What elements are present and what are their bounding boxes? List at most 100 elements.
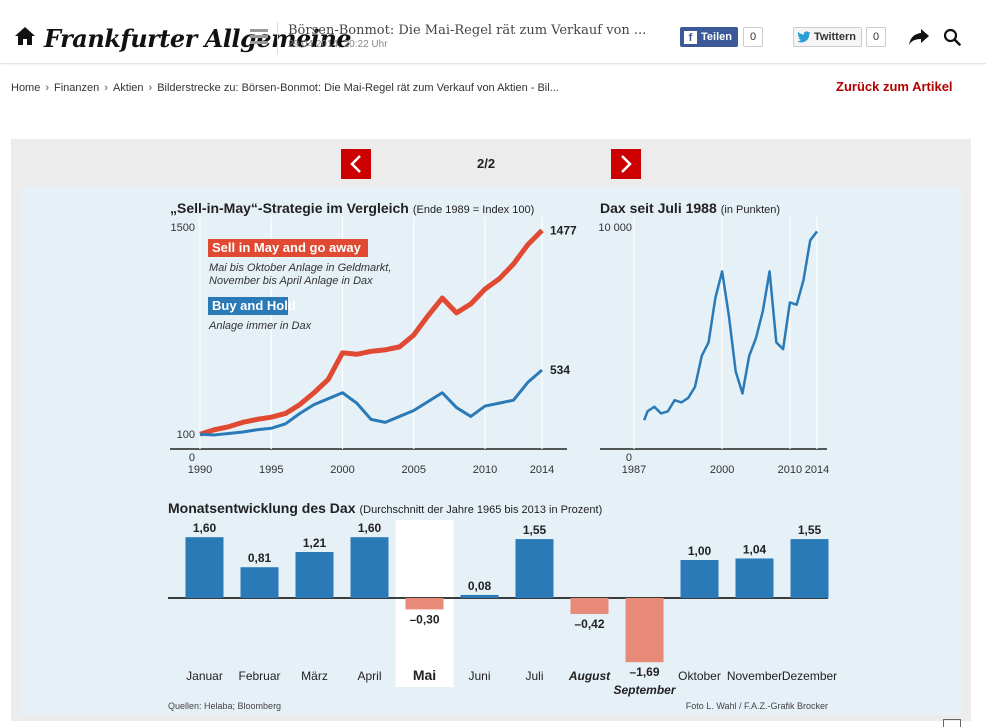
chart1-end-label: 1477 <box>550 223 577 237</box>
search-icon[interactable] <box>943 28 961 46</box>
chart3-bar <box>735 558 774 598</box>
chart3-value-label: 1,21 <box>303 536 327 550</box>
chart3-value-label: 1,60 <box>193 521 217 535</box>
chart3-value-label: 1,00 <box>688 544 712 558</box>
menu-icon[interactable] <box>250 29 268 45</box>
chart1-legend-swatch <box>208 239 368 257</box>
facebook-icon: f <box>684 30 697 44</box>
chevron-right-icon: › <box>104 82 108 94</box>
chart3-bar <box>295 552 334 598</box>
article-date: 29.04.2014, 20:22 Uhr <box>288 39 388 50</box>
home-icon[interactable] <box>14 26 36 46</box>
infographic-svg: „Sell-in-May“-Strategie im Vergleich (End… <box>168 200 837 711</box>
chart3-category-label: Mai <box>413 667 436 683</box>
chart1-x-tick: 2005 <box>402 464 426 476</box>
chart3-category-label: November <box>727 669 782 683</box>
breadcrumb: Home › Finanzen › Aktien › Bilderstrecke… <box>11 82 559 94</box>
chart1-title: „Sell-in-May“-Strategie im Vergleich (End… <box>170 200 534 216</box>
chart1-y-tick: 100 <box>177 429 195 441</box>
chart3-category-label: März <box>301 669 328 683</box>
chart3-value-label: –0,30 <box>409 612 439 626</box>
chart3-title: Monatsentwicklung des Dax (Durchschnitt d… <box>168 500 602 516</box>
chart3-category-label: April <box>357 669 381 683</box>
chart3-bar <box>680 560 719 598</box>
image-gallery: 2/2 „Sell-in-May“-Strategie im Vergleich… <box>11 139 971 721</box>
chart3-value-label: 1,55 <box>523 523 547 537</box>
chart2-y-tick: 10 000 <box>598 222 632 234</box>
breadcrumb-current: Bilderstrecke zu: Börsen-Bonmot: Die Mai… <box>157 82 559 94</box>
chart3-bar <box>405 598 444 610</box>
article-title[interactable]: Börsen-Bonmot: Die Mai-Regel rät zum Ver… <box>288 23 647 38</box>
chart1-x-tick: 1990 <box>188 464 212 476</box>
sources-note: Quellen: Helaba; Bloomberg <box>168 701 281 711</box>
site-logo[interactable]: Frankfurter Allgemeine <box>44 24 352 53</box>
scroll-top-icon[interactable] <box>943 719 961 727</box>
chart3-bar <box>185 537 224 598</box>
buy-and-hold-line <box>199 368 543 437</box>
chart2-x-tick: 2010 <box>778 464 802 476</box>
chart3-bar <box>625 598 664 663</box>
chart3-value-label: 1,04 <box>743 542 767 556</box>
chart3-category-label: September <box>613 683 676 697</box>
chart1-y-tick: 0 <box>189 452 195 464</box>
breadcrumb-finanzen[interactable]: Finanzen <box>54 82 100 94</box>
chart3-bar <box>515 539 554 598</box>
header-divider <box>277 22 278 54</box>
chart1-end-label: 534 <box>550 363 570 377</box>
chevron-right-icon: › <box>148 82 153 94</box>
infographic[interactable]: „Sell-in-May“-Strategie im Vergleich (End… <box>22 187 962 715</box>
previous-image-button[interactable] <box>341 149 371 179</box>
chart2-title: Dax seit Juli 1988 (in Punkten) <box>600 200 780 216</box>
chart1-x-tick: 2014 <box>530 464 554 476</box>
chart3-category-label: Oktober <box>678 669 721 683</box>
chart3-category-label: Juni <box>468 669 490 683</box>
chart3-category-label: Juli <box>525 669 543 683</box>
twitter-share-count: 0 <box>866 27 886 47</box>
chart1-x-tick: 2000 <box>330 464 354 476</box>
chart3-category-label: Dezember <box>782 669 837 683</box>
chart1-x-tick: 2010 <box>473 464 497 476</box>
next-image-button[interactable] <box>611 149 641 179</box>
chart2-x-tick: 1987 <box>622 464 646 476</box>
sell-in-may-line <box>199 228 544 437</box>
chart3-bar <box>460 594 499 598</box>
breadcrumb-aktien[interactable]: Aktien <box>112 82 144 94</box>
chart2-y-tick: 0 <box>626 452 632 464</box>
chart3-bar <box>240 567 279 598</box>
share-icon[interactable] <box>908 28 930 46</box>
twitter-share-label: Twittern <box>814 31 856 43</box>
back-to-article-link[interactable]: Zurück zum Artikel <box>836 79 953 94</box>
chart3-category-label: Januar <box>186 669 223 683</box>
chart3-value-label: 1,55 <box>798 523 822 537</box>
chart3-value-label: –1,69 <box>629 665 659 679</box>
breadcrumb-home[interactable]: Home <box>11 82 41 94</box>
chart3-bar <box>790 539 829 598</box>
chart3-bar <box>570 598 609 614</box>
chart1-y-tick: 1500 <box>171 222 195 234</box>
chart1-legend-description: Mai bis Oktober Anlage in Geldmarkt, <box>209 262 391 274</box>
chart1-legend-label: Sell in May and go away <box>212 240 362 255</box>
chart1-legend-label: Buy and Hold <box>212 298 296 313</box>
chart3-bar <box>350 537 389 598</box>
chart3-value-label: 0,81 <box>248 551 272 565</box>
site-header: Frankfurter Allgemeine Börsen-Bonmot: Di… <box>0 8 986 64</box>
chart3-category-label: August <box>568 669 611 683</box>
graphic-credit: Foto L. Wahl / F.A.Z.-Grafik Brocker <box>686 701 828 711</box>
chart3-value-label: 1,60 <box>358 521 382 535</box>
chart2-x-tick: 2000 <box>710 464 734 476</box>
dax-line <box>642 230 818 421</box>
twitter-share-button[interactable]: Twittern <box>793 27 862 47</box>
gallery-counter: 2/2 <box>477 156 496 171</box>
facebook-share-count: 0 <box>743 27 763 47</box>
chart3-category-label: Februar <box>238 669 280 683</box>
chart3-value-label: –0,42 <box>574 617 604 631</box>
facebook-share-label: Teilen <box>701 31 732 43</box>
chart1-x-tick: 1995 <box>259 464 283 476</box>
chart1-legend-swatch <box>208 297 288 315</box>
chevron-right-icon: › <box>45 82 50 94</box>
chevron-left-icon <box>350 155 361 173</box>
chart2-x-tick: 2014 <box>805 464 829 476</box>
chevron-right-icon <box>621 155 632 173</box>
facebook-share-button[interactable]: f Teilen <box>680 27 738 47</box>
chart1-legend-description: Anlage immer in Dax <box>208 320 312 332</box>
